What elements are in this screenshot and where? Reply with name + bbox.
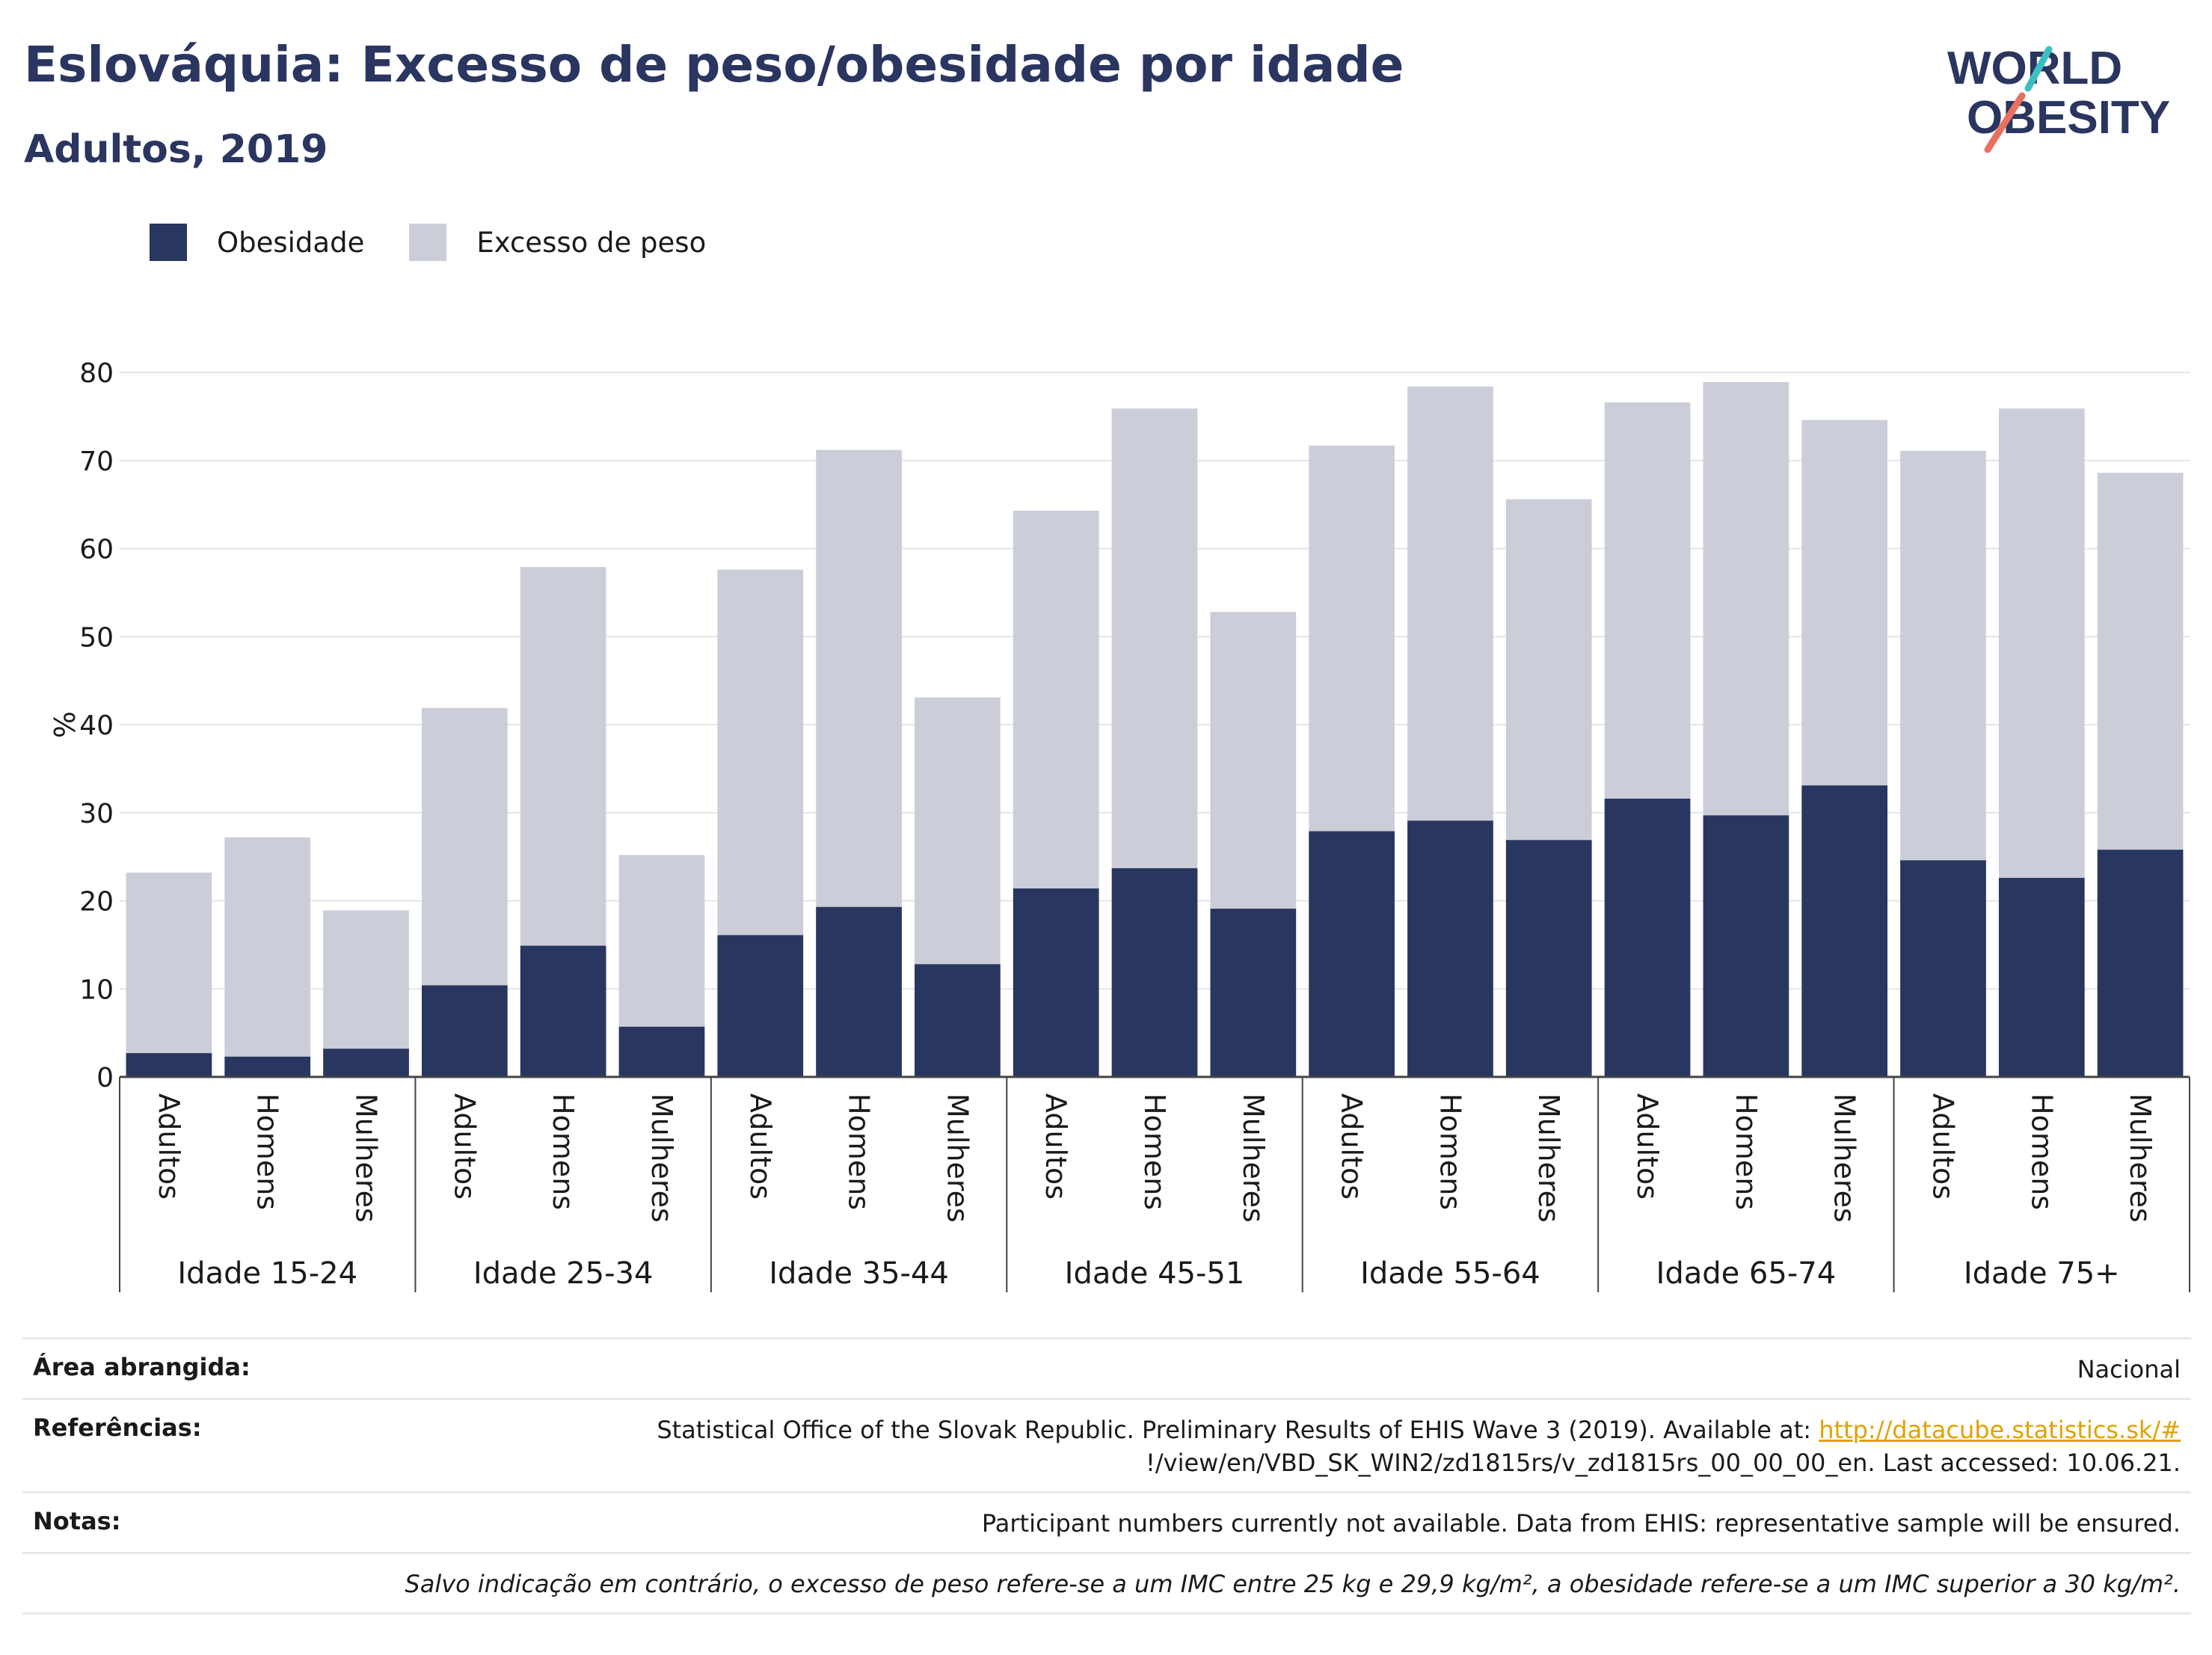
x-category-label: Mulheres bbox=[1828, 1093, 1861, 1223]
obesity-bar bbox=[1604, 798, 1691, 1077]
y-tick-label: 10 bbox=[79, 974, 114, 1005]
y-tick-label: 50 bbox=[79, 622, 114, 653]
obesity-bar bbox=[915, 964, 1001, 1077]
overweight-bar bbox=[126, 872, 212, 1077]
footer-notes-row: Notas: Participant numbers currently not… bbox=[22, 1491, 2191, 1552]
logo-coral-stroke bbox=[1984, 92, 2026, 153]
obesity-bar bbox=[1998, 877, 2085, 1077]
y-tick-label: 20 bbox=[79, 887, 114, 918]
bmi-disclaimer: Salvo indicação em contrário, o excesso … bbox=[405, 1570, 2181, 1598]
obesity-bar bbox=[1210, 909, 1297, 1077]
overweight-bar bbox=[224, 837, 311, 1077]
x-group-label: Idade 75+ bbox=[1964, 1256, 2120, 1291]
x-category-label: Mulheres bbox=[1237, 1093, 1270, 1223]
x-category-label: Adultos bbox=[448, 1093, 481, 1200]
area-value: Nacional bbox=[2077, 1355, 2181, 1384]
obesity-bar bbox=[1801, 785, 1888, 1077]
x-category-label: Adultos bbox=[1336, 1093, 1368, 1200]
x-category-label: Adultos bbox=[1631, 1093, 1664, 1200]
legend-swatch-obesity bbox=[150, 224, 187, 261]
chart-subtitle: Adultos, 2019 bbox=[24, 127, 328, 172]
references-value: Statistical Office of the Slovak Republi… bbox=[347, 1413, 2181, 1479]
obesity-bar bbox=[520, 945, 606, 1077]
x-category-label: Homens bbox=[843, 1093, 876, 1210]
y-tick-label: 60 bbox=[79, 535, 114, 565]
x-category-label: Mulheres bbox=[1532, 1093, 1565, 1223]
y-tick-label: 30 bbox=[79, 799, 114, 829]
x-category-label: Mulheres bbox=[350, 1093, 383, 1223]
chart-legend: Obesidade Excesso de peso bbox=[150, 221, 751, 263]
obesity-bar bbox=[2097, 850, 2184, 1077]
x-group-label: Idade 55-64 bbox=[1360, 1256, 1540, 1291]
obesity-bar bbox=[1505, 840, 1592, 1077]
references-text: Statistical Office of the Slovak Republi… bbox=[657, 1416, 1819, 1444]
x-category-label: Homens bbox=[547, 1093, 580, 1210]
obesity-bar bbox=[1407, 820, 1493, 1077]
x-category-label: Homens bbox=[251, 1093, 284, 1210]
x-category-label: Mulheres bbox=[2124, 1093, 2157, 1223]
x-group-label: Idade 25-34 bbox=[473, 1256, 654, 1291]
legend-label-overweight: Excesso de peso bbox=[476, 226, 707, 259]
footer-area-row: Área abrangida: Nacional bbox=[22, 1337, 2191, 1398]
obesity-bar bbox=[1703, 815, 1789, 1077]
obesity-bar bbox=[1309, 831, 1395, 1077]
x-group-label: Idade 65-74 bbox=[1656, 1256, 1837, 1291]
references-label: Referências: bbox=[33, 1413, 202, 1442]
references-link[interactable]: http://datacube.statistics.sk/# bbox=[1819, 1416, 2181, 1444]
x-category-label: Homens bbox=[1434, 1093, 1466, 1210]
x-group-label: Idade 35-44 bbox=[769, 1256, 949, 1291]
x-category-label: Adultos bbox=[744, 1093, 777, 1200]
obesity-bar bbox=[1111, 868, 1198, 1077]
obesity-bar bbox=[618, 1026, 705, 1077]
notes-label: Notas: bbox=[33, 1507, 121, 1535]
x-category-label: Mulheres bbox=[645, 1093, 678, 1223]
legend-label-obesity: Obesidade bbox=[217, 226, 365, 259]
obesity-bar bbox=[224, 1056, 311, 1077]
obesity-bar bbox=[816, 906, 902, 1077]
obesity-bar bbox=[323, 1048, 409, 1077]
y-tick-label: 0 bbox=[96, 1063, 114, 1093]
y-tick-label: 70 bbox=[79, 446, 114, 477]
obesity-bar bbox=[421, 985, 508, 1077]
chart-footer: Área abrangida: Nacional Referências: St… bbox=[22, 1337, 2191, 1615]
x-group-label: Idade 15-24 bbox=[177, 1256, 357, 1291]
footer-references-row: Referências: Statistical Office of the S… bbox=[22, 1398, 2191, 1491]
references-text-continued: !/view/en/VBD_SK_WIN2/zd1815rs/v_zd1815r… bbox=[1146, 1449, 2181, 1477]
notes-value: Participant numbers currently not availa… bbox=[981, 1509, 2181, 1538]
y-tick-label: 40 bbox=[79, 710, 114, 741]
x-category-label: Adultos bbox=[153, 1093, 185, 1200]
logo-teal-stroke bbox=[2024, 46, 2053, 92]
x-category-label: Adultos bbox=[1926, 1093, 1959, 1200]
y-tick-label: 80 bbox=[79, 358, 114, 389]
x-category-label: Homens bbox=[1138, 1093, 1171, 1210]
x-category-label: Adultos bbox=[1039, 1093, 1072, 1200]
obesity-bar bbox=[1900, 860, 1986, 1077]
y-axis-label: % bbox=[47, 711, 80, 738]
x-category-label: Homens bbox=[1730, 1093, 1763, 1210]
area-label: Área abrangida: bbox=[33, 1353, 251, 1381]
x-category-label: Homens bbox=[2025, 1093, 2058, 1210]
logo-world-text: WORLD bbox=[1947, 43, 2122, 94]
footer-disclaimer-row: Salvo indicação em contrário, o excesso … bbox=[22, 1552, 2191, 1615]
x-group-label: Idade 45-51 bbox=[1065, 1256, 1245, 1291]
legend-swatch-overweight bbox=[409, 224, 447, 261]
world-obesity-logo: WORLD OBESITY bbox=[1947, 43, 2170, 153]
obesity-bar bbox=[126, 1053, 212, 1077]
chart-title: Eslováquia: Excesso de peso/obesidade po… bbox=[24, 36, 1404, 93]
legend-item-obesity: Obesidade bbox=[150, 224, 364, 261]
x-category-label: Mulheres bbox=[941, 1093, 974, 1223]
obesity-bar bbox=[1013, 888, 1099, 1077]
obesity-bar bbox=[717, 935, 804, 1077]
legend-item-overweight: Excesso de peso bbox=[409, 224, 706, 261]
